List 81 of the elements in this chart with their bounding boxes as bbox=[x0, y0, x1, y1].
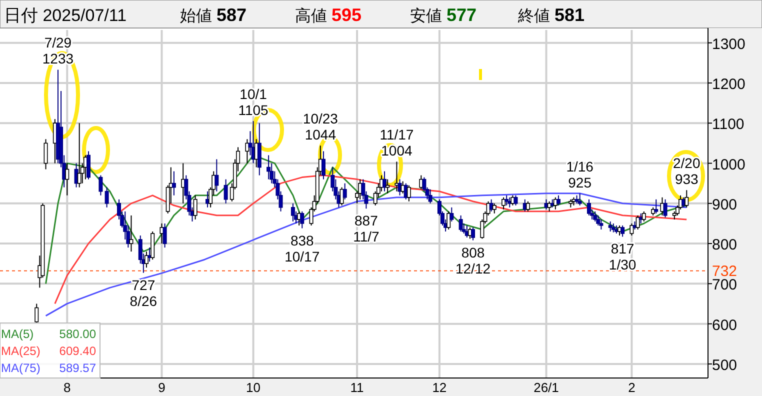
legend: MA(5) 580.00 MA(25) 609.40 MA(75) 589.57 bbox=[0, 322, 100, 378]
chart-title: 日付 2025/07/11 bbox=[4, 6, 127, 25]
text: 安値 577 bbox=[410, 5, 476, 25]
candlestick bbox=[663, 198, 668, 218]
candlestick bbox=[342, 182, 347, 200]
text: 終値 581 bbox=[517, 5, 584, 25]
candlestick bbox=[144, 251, 148, 268]
y-tick-label: 1100 bbox=[712, 116, 744, 134]
candlestick bbox=[586, 198, 591, 216]
x-tick-label: 9 bbox=[158, 380, 166, 395]
candlestick bbox=[129, 214, 134, 252]
x-tick-label: 8 bbox=[64, 380, 71, 395]
candlestick bbox=[98, 174, 103, 196]
candlestick bbox=[578, 192, 582, 206]
candlestick bbox=[684, 190, 689, 208]
candlestick bbox=[504, 194, 509, 206]
candlestick bbox=[502, 196, 506, 210]
x-tick-label: 2 bbox=[628, 380, 636, 395]
candlestick bbox=[406, 184, 411, 202]
candlestick bbox=[556, 194, 560, 206]
candlestick bbox=[321, 150, 326, 180]
y-tick-label: 500 bbox=[712, 356, 738, 374]
candlestick bbox=[34, 303, 39, 324]
candlestick bbox=[654, 198, 658, 214]
annotation: 609.40 bbox=[59, 344, 96, 358]
text: 始値 587 bbox=[180, 5, 246, 25]
candlestick bbox=[193, 194, 198, 220]
annotation: 1/16 925 bbox=[566, 158, 594, 190]
y-tick-label: 1300 bbox=[712, 36, 746, 53]
x-tick-label: 11 bbox=[350, 380, 364, 395]
y-tick-label: 1000 bbox=[712, 156, 746, 174]
x-tick-label: 26/1 bbox=[534, 380, 559, 395]
candlestick bbox=[428, 188, 432, 204]
candlestick bbox=[620, 224, 625, 238]
candlestick bbox=[526, 200, 530, 212]
candlestick bbox=[636, 214, 640, 230]
annotation: 727 8/26 bbox=[130, 276, 158, 309]
candlestick bbox=[593, 210, 598, 222]
candlestick bbox=[104, 186, 109, 208]
annotation: 808 12/12 bbox=[455, 244, 491, 276]
candlestick bbox=[450, 206, 454, 222]
candlestick bbox=[65, 162, 70, 196]
y-tick-label: 1200 bbox=[712, 76, 746, 93]
candlestick bbox=[160, 222, 164, 244]
candlestick bbox=[162, 222, 167, 248]
candlestick bbox=[514, 194, 518, 206]
annotation: 838 10/17 bbox=[284, 232, 320, 264]
candlestick bbox=[300, 210, 304, 229]
candlestick bbox=[630, 222, 634, 236]
text: 高値 595 bbox=[295, 5, 362, 25]
candlestick bbox=[77, 122, 82, 188]
candlestick bbox=[44, 138, 48, 170]
annotation: 589.57 bbox=[59, 361, 96, 375]
candlestick bbox=[172, 170, 176, 196]
candlestick bbox=[547, 200, 552, 212]
candlestick bbox=[642, 210, 646, 222]
x-tick-label: 12 bbox=[432, 380, 447, 395]
candlestick bbox=[471, 226, 476, 241]
candlestick bbox=[214, 158, 219, 192]
candlestick bbox=[224, 178, 228, 204]
candlestick bbox=[266, 154, 271, 180]
annotation: 580.00 bbox=[59, 327, 96, 341]
candlestick bbox=[458, 214, 463, 232]
annotation: 10/23 1044 bbox=[302, 110, 338, 143]
x-tick-label: 10 bbox=[246, 380, 261, 395]
y-tick-label: 800 bbox=[712, 236, 738, 254]
candlestick bbox=[86, 150, 90, 180]
y-tick-label: 900 bbox=[712, 196, 738, 214]
candlestick bbox=[599, 218, 604, 230]
candlestick bbox=[382, 170, 387, 192]
candlestick bbox=[660, 196, 664, 216]
annotation: 10/1 1105 bbox=[238, 86, 269, 118]
annotation: 817 1/30 bbox=[608, 240, 636, 273]
candlestick bbox=[446, 210, 451, 230]
annotation: 887 11/7 bbox=[353, 212, 380, 245]
candlestick bbox=[492, 202, 496, 214]
y-tick-label: 600 bbox=[712, 316, 738, 334]
candlestick bbox=[290, 202, 295, 222]
candlestick bbox=[386, 178, 390, 194]
candlestick bbox=[608, 220, 612, 232]
candlestick bbox=[596, 214, 600, 226]
